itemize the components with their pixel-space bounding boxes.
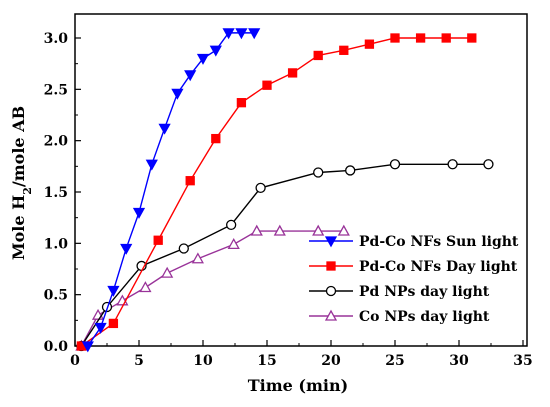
legend-label: Pd-Co NFs Sun light: [359, 234, 519, 250]
data-point: [345, 165, 356, 176]
legend-entry-3: Co NPs day light: [309, 309, 490, 325]
data-point: [447, 159, 458, 170]
data-point: [262, 80, 272, 90]
data-point: [108, 318, 119, 329]
data-point: [139, 281, 152, 293]
x-axis-ticks: 0 5 10 15 20 25 30 35: [70, 340, 533, 369]
data-point: [81, 341, 94, 353]
data-point: [227, 238, 240, 250]
y-axis-title-part-2: /mole AB: [9, 106, 28, 187]
y-tick-label: 2.0: [44, 134, 69, 150]
series-0: [81, 28, 261, 353]
legend-marker: [324, 236, 338, 248]
data-point: [191, 252, 204, 264]
data-point: [196, 53, 210, 65]
series-layer: [75, 28, 494, 353]
data-point: [236, 98, 247, 108]
x-tick-label: 25: [385, 353, 404, 369]
y-axis-title-subscript: 2: [21, 187, 34, 195]
data-point: [222, 28, 235, 40]
data-point: [250, 224, 263, 236]
legend-entry-1: Pd-Co NFs Day light: [309, 259, 518, 275]
x-tick-label: 10: [193, 353, 213, 369]
x-tick-label: 0: [70, 353, 80, 369]
data-point: [389, 159, 401, 170]
data-point: [390, 33, 400, 43]
x-tick-label: 35: [513, 353, 532, 369]
x-tick-label: 5: [134, 353, 144, 369]
data-point: [364, 39, 375, 49]
data-point: [120, 243, 133, 255]
y-axis-ticks: 0.0 0.5 1.0 1.5 2.0 2.5 3.0: [44, 31, 81, 355]
x-axis-title: Time (min): [248, 376, 348, 395]
plot-frame: [74, 13, 528, 347]
legend-label: Pd NPs day light: [359, 284, 490, 300]
y-tick-label: 1.0: [44, 236, 69, 252]
legend-label: Co NPs day light: [359, 309, 490, 325]
y-axis-title: Mole H2/mole AB: [9, 106, 34, 260]
data-point: [161, 266, 174, 278]
y-tick-label: 0.0: [44, 339, 69, 355]
data-point: [339, 45, 349, 55]
data-point: [153, 235, 163, 245]
data-point: [184, 70, 197, 82]
plot-border: [74, 13, 528, 347]
data-point: [158, 123, 171, 135]
series-line: [80, 230, 344, 347]
data-point: [467, 33, 477, 43]
legend-entry-0: Pd-Co NFs Sun light: [309, 234, 519, 250]
data-point: [441, 33, 451, 43]
series-1: [76, 33, 477, 351]
data-point: [337, 224, 350, 236]
x-tick-label: 15: [257, 353, 276, 369]
series-line: [87, 32, 255, 347]
data-point: [287, 68, 298, 78]
data-point: [273, 224, 286, 236]
legend-marker: [325, 285, 337, 297]
data-point: [171, 88, 184, 100]
y-tick-label: 3.0: [44, 31, 69, 47]
data-point: [185, 176, 195, 186]
data-point: [255, 182, 266, 194]
data-point: [209, 45, 222, 57]
legend-label: Pd-Co NFs Day light: [359, 259, 518, 275]
data-point: [313, 167, 324, 178]
y-axis-title-part-1: Mole H: [9, 195, 28, 260]
data-point: [178, 243, 189, 254]
data-point: [483, 159, 494, 170]
data-point: [312, 224, 325, 236]
data-point: [145, 159, 158, 171]
data-point: [132, 207, 146, 219]
y-tick-label: 2.5: [44, 82, 68, 98]
y-tick-label: 1.5: [44, 185, 68, 201]
legend-entry-2: Pd NPs day light: [309, 284, 490, 300]
data-point: [235, 28, 248, 40]
data-point: [211, 133, 221, 144]
data-point: [226, 219, 237, 231]
data-point: [107, 285, 120, 297]
data-point: [415, 33, 426, 43]
legend-marker: [326, 261, 336, 271]
data-point: [94, 322, 107, 334]
legend: Pd-Co NFs Sun light Pd-Co NFs Day light Pd…: [309, 234, 519, 325]
x-tick-label: 30: [449, 353, 469, 369]
y-tick-label: 0.5: [44, 288, 68, 304]
x-tick-label: 20: [321, 353, 341, 369]
data-point: [248, 28, 261, 40]
data-point: [313, 50, 323, 61]
legend-marker: [324, 309, 338, 321]
